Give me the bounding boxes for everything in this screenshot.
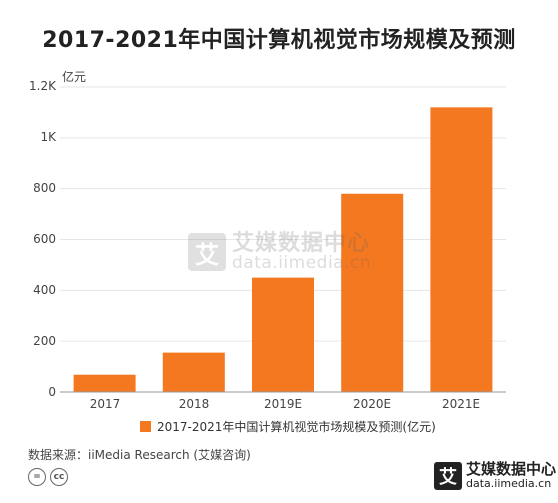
y-axis-unit-label: 亿元 <box>62 70 87 84</box>
license-icons: = cc <box>28 468 68 486</box>
chart-title: 2017-2021年中国计算机视觉市场规模及预测 <box>42 28 516 53</box>
y-tick-label: 0 <box>48 385 56 399</box>
y-tick-label: 600 <box>33 232 56 246</box>
bar <box>341 193 404 392</box>
bar <box>430 107 493 392</box>
watermark-logo-icon: 艾 <box>188 233 226 272</box>
legend: 2017-2021年中国计算机视觉市场规模及预测(亿元) <box>140 418 436 435</box>
y-tick-label: 1.2K <box>29 79 57 93</box>
y-tick-label: 200 <box>33 334 56 348</box>
source-text: 数据来源：iiMedia Research (艾媒咨询) <box>28 448 251 462</box>
bars <box>73 107 493 392</box>
x-tick-label: 2020E <box>353 397 391 411</box>
y-axis-ticks: 0 200 400 600 800 1K 1.2K <box>29 79 57 399</box>
brand-logo-icon: 艾 <box>434 462 462 490</box>
brand-logo-en: data.iimedia.cn <box>466 477 552 491</box>
x-tick-label: 2019E <box>264 397 302 411</box>
watermark-cn: 艾媒数据中心 <box>232 231 371 256</box>
x-tick-label: 2018 <box>179 397 210 411</box>
y-tick-label: 400 <box>33 283 56 297</box>
watermark-en: data.iimedia.cn <box>232 253 372 274</box>
watermark: 艾 艾媒数据中心 data.iimedia.cn <box>188 232 371 273</box>
x-tick-label: 2017 <box>90 397 121 411</box>
bar <box>252 277 314 392</box>
cc-icon: cc <box>50 468 68 486</box>
legend-label: 2017-2021年中国计算机视觉市场规模及预测(亿元) <box>157 420 436 434</box>
y-tick-label: 1K <box>40 130 57 144</box>
legend-swatch <box>140 421 151 432</box>
bar <box>73 374 136 392</box>
cc-equal-icon: = <box>28 468 46 486</box>
x-tick-label: 2021E <box>442 397 480 411</box>
brand-logo-cn: 艾媒数据中心 <box>466 460 557 479</box>
y-tick-label: 800 <box>33 181 56 195</box>
bar <box>162 352 225 392</box>
x-axis-ticks: 2017 2018 2019E 2020E 2021E <box>90 397 480 411</box>
brand-logo: 艾 艾媒数据中心 data.iimedia.cn <box>434 462 556 490</box>
